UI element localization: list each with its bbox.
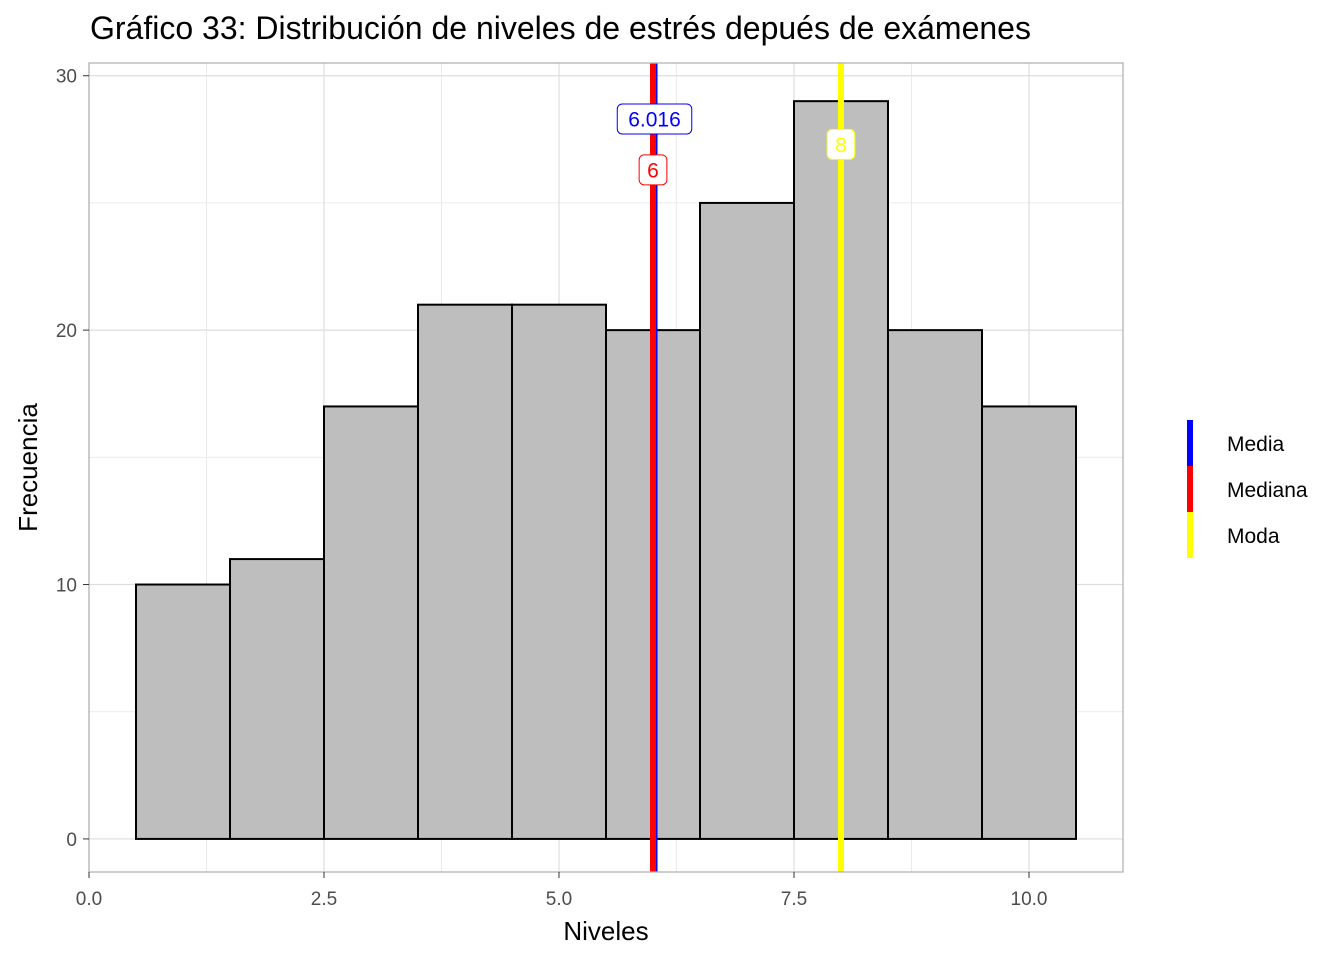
reference-label-box-moda bbox=[826, 128, 856, 160]
y-tick-label: 20 bbox=[56, 321, 77, 342]
histogram-bar bbox=[229, 558, 325, 840]
y-tick-label: 30 bbox=[56, 67, 77, 88]
histogram-bar bbox=[417, 303, 513, 840]
legend-label-mediana: Mediana bbox=[1227, 479, 1308, 502]
histogram-bar bbox=[323, 405, 419, 840]
reference-label-box-mediana bbox=[638, 154, 668, 186]
panel-border bbox=[88, 62, 1124, 873]
y-tick-label: 0 bbox=[66, 830, 77, 851]
x-tick-label: 5.0 bbox=[546, 889, 572, 910]
reference-label-media: 6.016 bbox=[628, 108, 681, 131]
x-tick-label: 10.0 bbox=[1011, 889, 1048, 910]
histogram-bar bbox=[887, 329, 983, 840]
histogram-bar bbox=[511, 303, 607, 840]
reference-label-mediana: 6 bbox=[647, 159, 659, 182]
chart-title: Gráfico 33: Distribución de niveles de e… bbox=[90, 10, 1031, 46]
y-tick-label: 10 bbox=[56, 576, 77, 597]
histogram-bar bbox=[981, 405, 1077, 840]
reference-label-box-media bbox=[616, 103, 693, 135]
x-tick-label: 0.0 bbox=[76, 889, 102, 910]
x-tick-label: 2.5 bbox=[311, 889, 337, 910]
histogram-bar bbox=[135, 583, 231, 840]
reference-label-moda: 8 bbox=[835, 134, 847, 157]
y-axis-title: Frecuencia bbox=[13, 403, 43, 532]
legend-label-media: Media bbox=[1227, 433, 1285, 456]
x-tick-label: 7.5 bbox=[781, 889, 807, 910]
x-axis-title: Niveles bbox=[563, 916, 648, 946]
legend-label-moda: Moda bbox=[1227, 525, 1280, 548]
histogram-bar bbox=[699, 201, 795, 840]
